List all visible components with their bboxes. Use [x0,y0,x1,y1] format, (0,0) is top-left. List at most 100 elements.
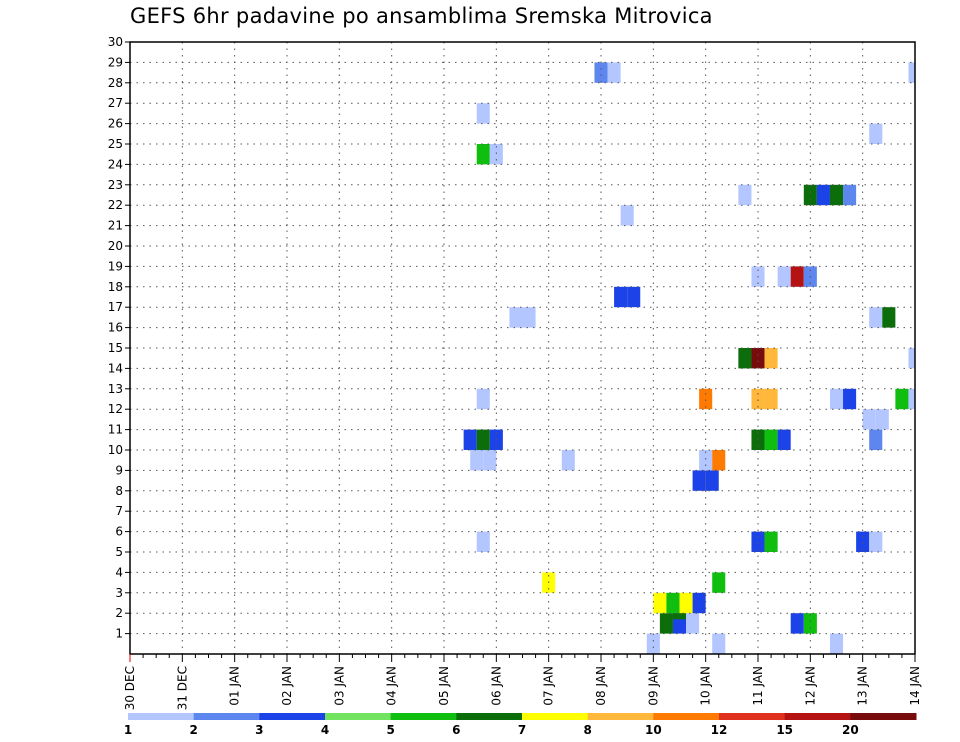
heat-cell [738,348,752,369]
colorbar-swatch [128,713,195,720]
y-tick-label: 7 [115,504,123,518]
colorbar-swatch [259,713,326,720]
heat-cell [692,470,706,491]
heat-cell [803,184,817,206]
y-tick-label: 18 [108,280,123,294]
heat-cell [699,388,713,410]
y-tick-label: 28 [108,76,123,90]
heat-cell [692,592,706,614]
y-tick-label: 6 [115,525,123,539]
heat-cell [522,307,536,328]
grid-layer [130,42,915,654]
heat-cell [483,450,497,471]
heat-cell [803,613,817,634]
heat-cell [764,531,778,552]
colorbar-label: 3 [255,723,263,737]
colorbar-swatch [587,713,654,720]
x-tick-label: 30 DEC [123,666,137,710]
y-tick-label: 29 [108,55,123,69]
colorbar: 1 2 3 4 5 6 7 8 10 12 15 20 [124,713,917,737]
heat-cell [829,633,844,654]
heat-cell [862,409,876,430]
heat-cell [561,450,575,471]
x-tick-label: 12 JAN [803,666,817,706]
y-tick-label: 5 [115,545,123,559]
y-axis: 1234567891011121314151617181920212223242… [108,35,130,641]
colorbar-swatch [850,713,917,720]
colorbar-label: 12 [711,723,728,737]
heat-cell [476,429,490,450]
x-tick-label: 11 JAN [751,666,765,706]
y-tick-label: 17 [108,300,123,314]
heat-cell [666,592,680,614]
heat-cell [764,348,778,369]
y-tick-label: 23 [108,178,123,192]
heat-cell [875,409,889,430]
heat-cell [869,429,883,450]
heat-cell [869,531,883,552]
heat-cell [705,470,719,491]
heat-cell [843,184,857,206]
colorbar-label: 15 [776,723,793,737]
y-tick-label: 21 [108,219,123,233]
colorbar-label: 5 [386,723,394,737]
y-tick-label: 26 [108,117,123,131]
heat-cell [509,307,523,328]
x-tick-label: 14 JAN [908,666,922,706]
heat-cell [856,531,870,552]
heat-cell [659,613,673,634]
colorbar-swatch [325,713,392,720]
heat-cell [646,633,660,654]
heat-cell [476,103,490,124]
colorbar-label: 10 [645,723,662,737]
colorbar-swatch [653,713,720,720]
y-tick-label: 10 [108,443,123,457]
y-tick-label: 19 [108,259,123,273]
x-tick-label: 03 JAN [332,666,346,706]
y-tick-label: 30 [108,35,123,49]
colorbar-swatch [522,713,589,720]
heat-cell [908,62,915,83]
heat-cell [489,144,503,165]
heat-cell [751,531,765,552]
y-tick-label: 16 [108,321,123,335]
colorbar-label: 7 [518,723,526,737]
y-tick-label: 25 [108,137,123,151]
y-tick-label: 9 [115,463,123,477]
heat-cell [869,123,883,144]
heat-cell [764,429,778,450]
y-tick-label: 20 [108,239,123,253]
x-tick-label: 02 JAN [280,666,294,706]
heat-cell [620,205,634,226]
x-tick-label: 01 JAN [228,666,242,706]
y-tick-label: 4 [115,565,123,579]
x-tick-label: 04 JAN [385,666,399,706]
heat-cell [816,184,830,206]
y-tick-label: 8 [115,484,123,498]
y-tick-label: 12 [108,402,123,416]
y-tick-label: 14 [108,361,123,375]
colorbar-label: 20 [842,723,859,737]
heat-cell [908,388,915,410]
x-tick-label: 05 JAN [437,666,451,706]
y-tick-label: 1 [115,627,123,641]
heat-cell [882,307,896,328]
cells-layer [463,62,915,654]
heat-cell [607,62,621,83]
heat-cell [699,450,713,471]
heat-cell [614,286,628,308]
colorbar-label: 6 [452,723,460,737]
heat-cell [476,144,490,165]
heat-cell [738,184,752,206]
heat-cell [463,429,477,450]
y-tick-label: 3 [115,586,123,600]
heat-cell [476,531,490,552]
heat-cell [594,62,608,83]
heat-cell [790,266,804,287]
y-tick-label: 22 [108,198,123,212]
x-tick-label: 10 JAN [699,666,713,706]
colorbar-swatch [390,713,457,720]
colorbar-label: 8 [583,723,591,737]
heat-cell [686,613,700,634]
